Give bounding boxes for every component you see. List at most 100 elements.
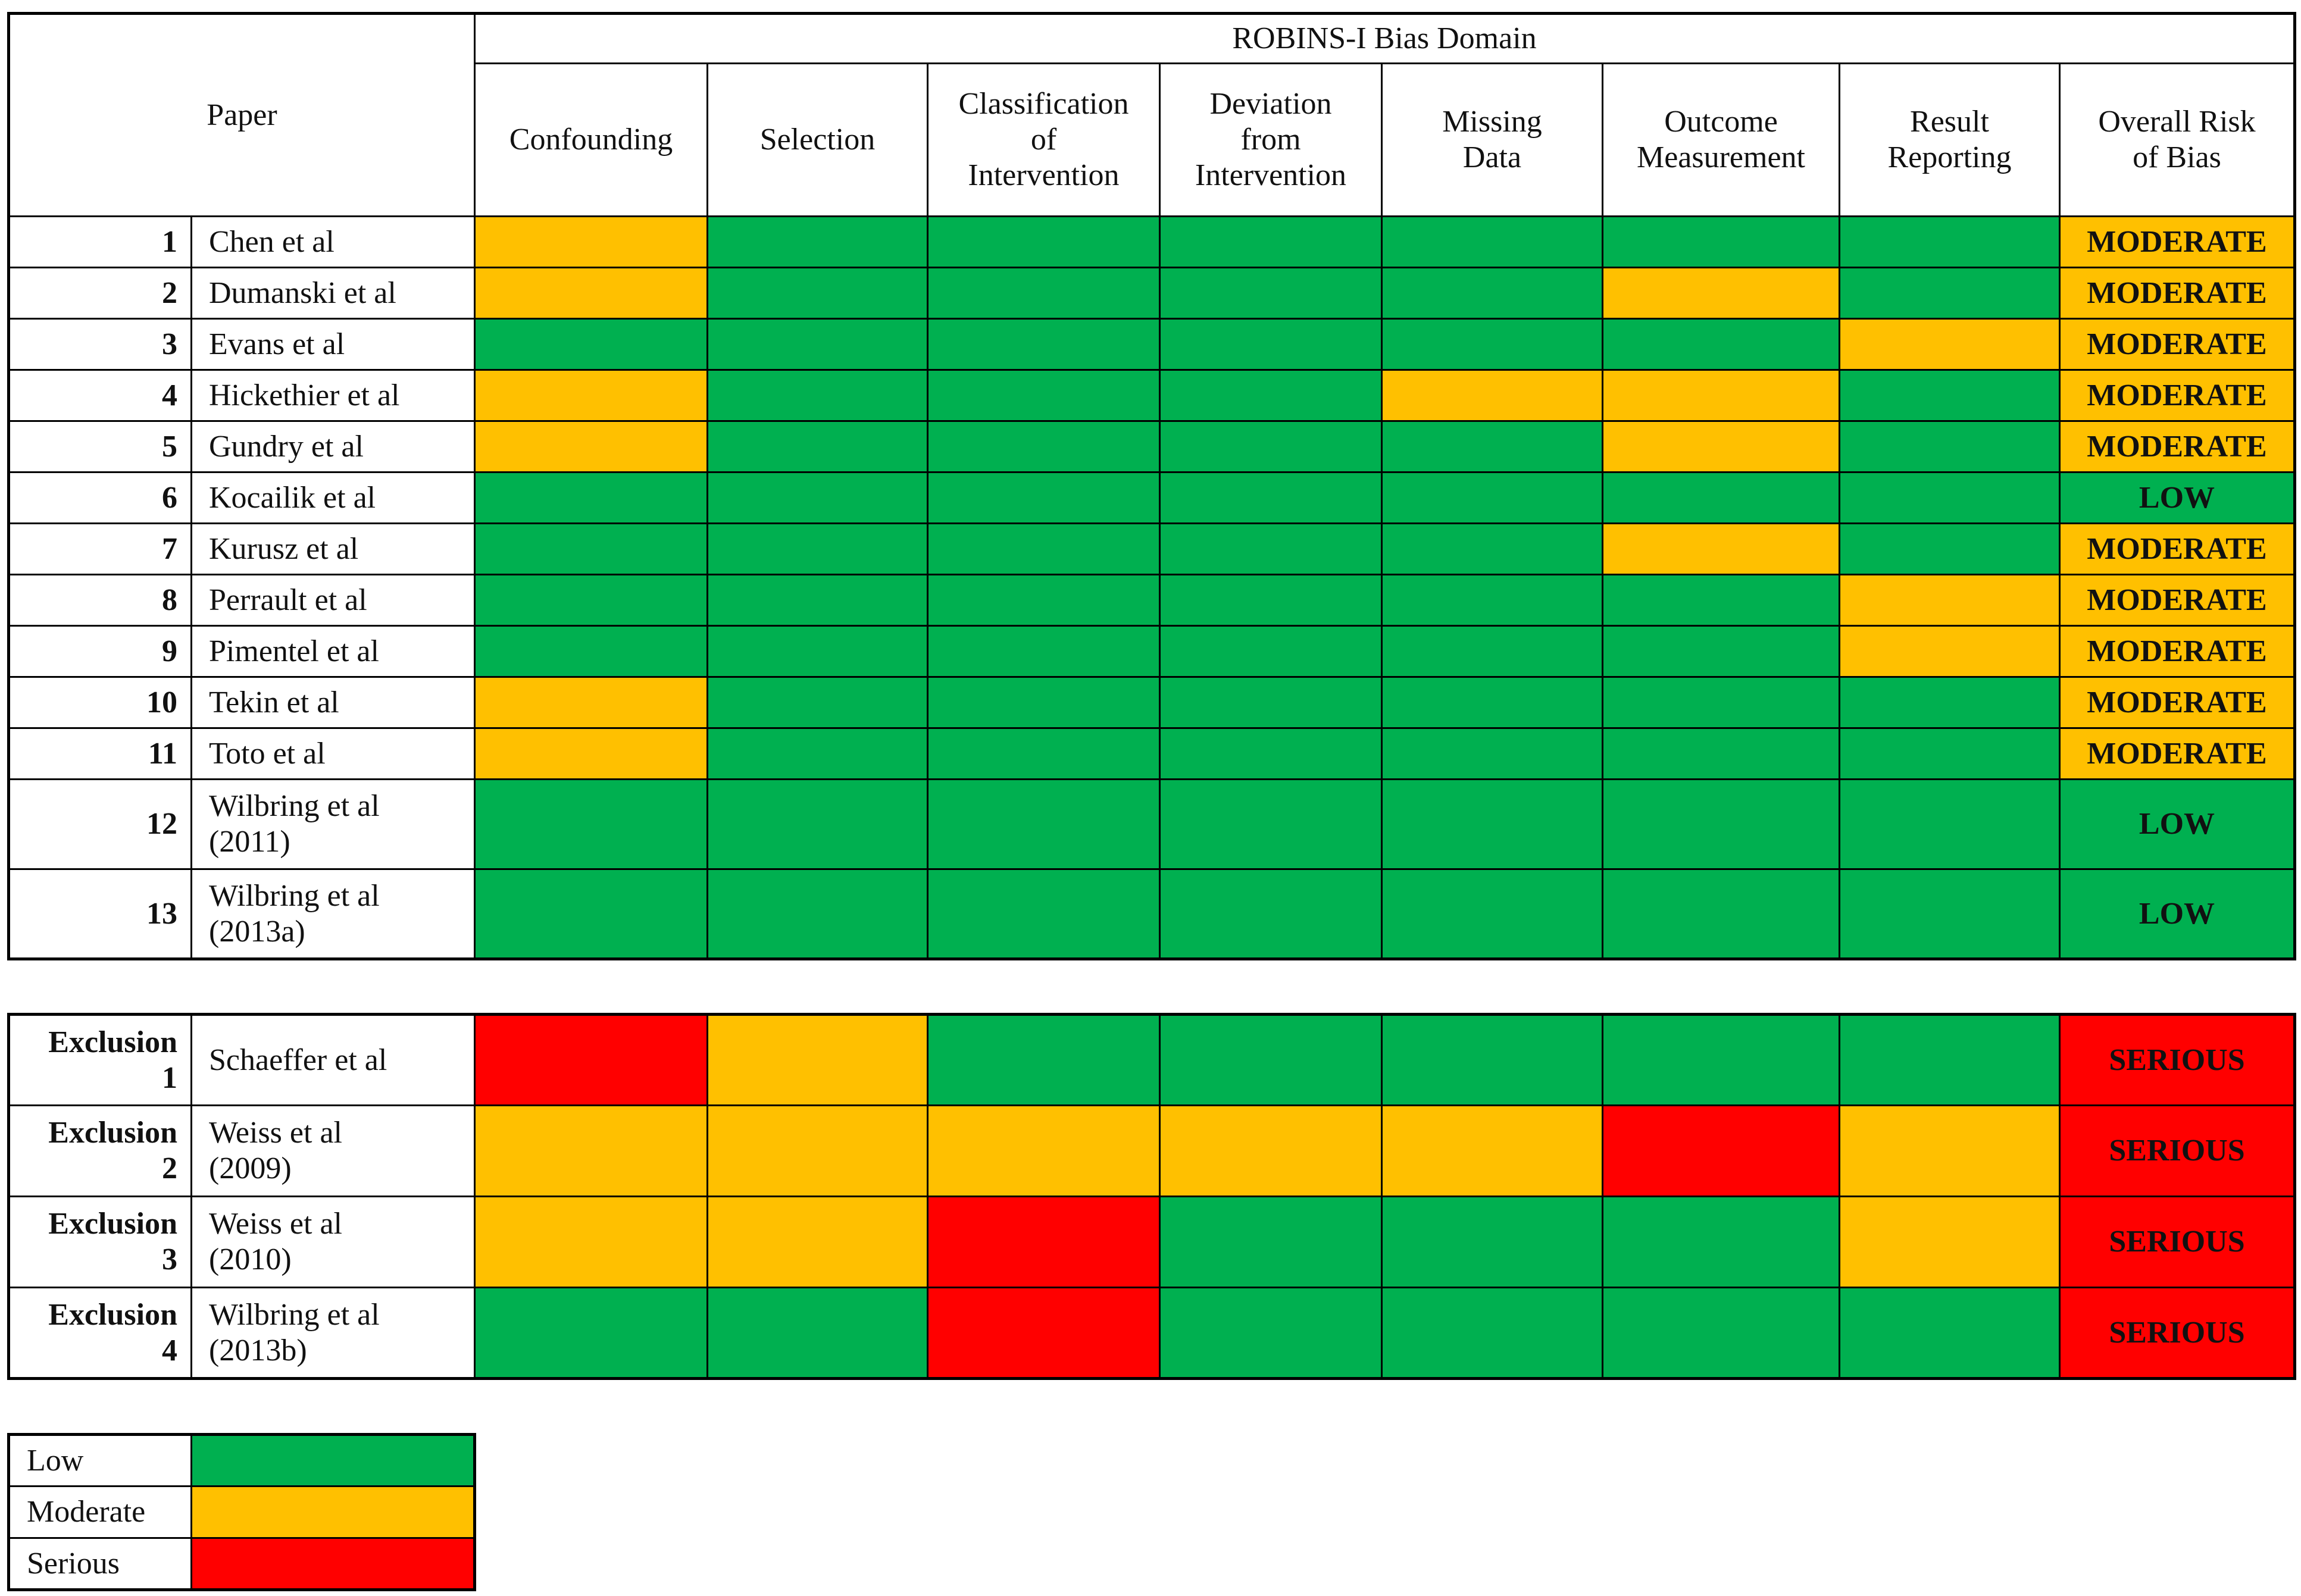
study-row: 3 Evans et al MODERATE [8,318,2296,371]
exclusion-table: Exclusion 1 Schaeffer et al SERIOUS Exclusio… [7,1013,2296,1380]
legend-row: Low [8,1434,476,1487]
domain-rating [474,1104,708,1197]
domain-rating [1839,1104,2061,1197]
column-header: Result Reporting [1839,62,2061,217]
domain-rating [706,215,928,268]
domain-rating [1159,1013,1383,1106]
domain-rating [706,1196,928,1288]
domain-rating [1839,318,2061,371]
domain-rating [1159,625,1383,678]
overall-rating: MODERATE [2059,574,2296,627]
column-header: Deviation from Intervention [1159,62,1383,217]
domain-rating [927,1196,1161,1288]
domain-rating [1839,574,2061,627]
domain-rating [927,574,1161,627]
domain-rating [1381,267,1603,320]
domain-rating [1602,1013,1840,1106]
text-line: Dumanski et al [209,276,396,310]
domain-rating [1602,1196,1840,1288]
domain-rating [474,369,708,422]
domain-rating [1602,868,1840,960]
domain-rating [474,625,708,678]
text-line: 1 [162,1060,177,1095]
domain-header: ROBINS-I Bias Domain [474,12,2296,64]
domain-rating [1381,778,1603,870]
study-number: 3 [8,318,192,371]
text-line: Deviation [1209,87,1332,121]
domain-rating [1602,1104,1840,1197]
text-line: Kocailik et al [209,480,376,515]
study-number: Exclusion 2 [8,1104,192,1197]
domain-rating [1381,727,1603,780]
overall-rating: MODERATE [2059,369,2296,422]
study-row: 8 Perrault et al MODERATE [8,574,2296,627]
text-line: Intervention [968,158,1120,192]
study-name: Kurusz et al [190,522,476,575]
legend: Low Moderate Serious [7,1433,476,1591]
domain-rating [1159,522,1383,575]
study-name: Evans et al [190,318,476,371]
study-row: Exclusion 3 Weiss et al (2010) SERIOUS [8,1196,2296,1288]
domain-rating [1839,868,2061,960]
column-header: Outcome Measurement [1602,62,1840,217]
domain-rating [1839,625,2061,678]
domain-rating [1839,420,2061,473]
domain-rating [1602,522,1840,575]
domain-rating [1381,369,1603,422]
text-line: Gundry et al [209,429,364,464]
text-line: Chen et al [209,224,334,259]
header-row: Paper ROBINS-I Bias Domain [8,12,2296,217]
domain-rating [927,778,1161,870]
column-header: Confounding [474,62,708,217]
domain-rating [1159,471,1383,524]
text-line: 4 [162,1333,177,1367]
study-name: Tekin et al [190,676,476,729]
study-name: Chen et al [190,215,476,268]
domain-rating [927,369,1161,422]
domain-rating [706,625,928,678]
domain-rating [1159,420,1383,473]
column-header: Missing Data [1381,62,1603,217]
domain-rating [1839,267,2061,320]
domain-rating [1602,727,1840,780]
text-line: (2010) [209,1243,292,1276]
domain-rating [474,318,708,371]
text-line: Selection [759,123,876,157]
study-row: 7 Kurusz et al MODERATE [8,522,2296,575]
domain-rating [927,625,1161,678]
domain-rating [1839,676,2061,729]
study-row: Exclusion 4 Wilbring et al (2013b) SERIOUS [8,1287,2296,1379]
text-line: of Bias [2133,140,2221,174]
domain-rating [1602,215,1840,268]
study-row: 9 Pimentel et al MODERATE [8,625,2296,678]
study-row: Exclusion 1 Schaeffer et al SERIOUS [8,1013,2296,1106]
domain-rating [474,676,708,729]
domain-rating [706,318,928,371]
text-line: Exclusion [48,1116,177,1150]
domain-rating [706,420,928,473]
overall-rating: SERIOUS [2059,1104,2296,1197]
text-line: Weiss et al [209,1207,342,1241]
domain-rating [1839,215,2061,268]
domain-rating [706,868,928,960]
overall-rating: MODERATE [2059,522,2296,575]
domain-rating [1602,1287,1840,1379]
domain-rating [1839,471,2061,524]
legend-label: Serious [8,1537,192,1591]
domain-rating [927,1013,1161,1106]
domain-rating [1602,676,1840,729]
domain-rating [1839,727,2061,780]
study-number: 11 [8,727,192,780]
overall-rating: MODERATE [2059,727,2296,780]
domain-rating [927,471,1161,524]
overall-rating: MODERATE [2059,676,2296,729]
domain-rating [706,676,928,729]
text-line: Wilbring et al [209,789,380,824]
domain-rating [474,471,708,524]
domain-rating [706,574,928,627]
domain-rating [1381,420,1603,473]
domain-rating [1159,778,1383,870]
overall-rating: SERIOUS [2059,1287,2296,1379]
text-line: 2 [162,1151,177,1185]
overall-rating: LOW [2059,471,2296,524]
